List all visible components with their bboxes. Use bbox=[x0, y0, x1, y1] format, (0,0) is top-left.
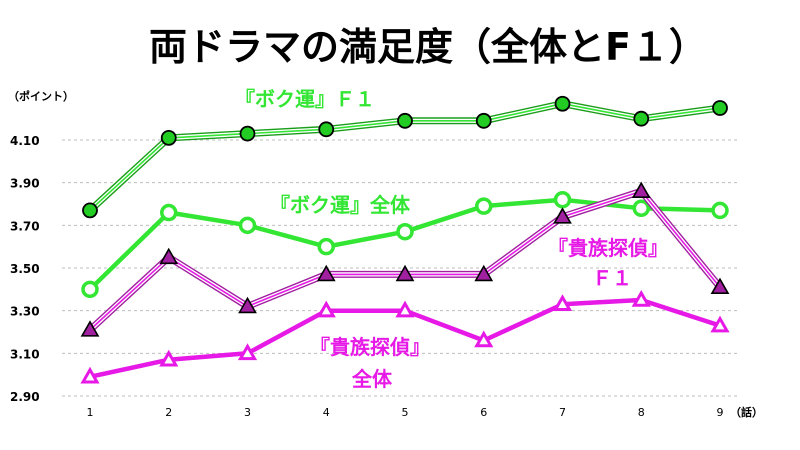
data-point bbox=[632, 199, 650, 218]
data-point bbox=[552, 294, 573, 312]
data-point bbox=[475, 197, 493, 215]
data-point bbox=[710, 277, 730, 295]
data-point bbox=[631, 289, 651, 307]
y-axis-ticks: 2.90 3.10 3.30 3.50 3.70 3.90 4.10 bbox=[10, 134, 40, 404]
y-axis-unit-label: （ポイント） bbox=[8, 89, 74, 103]
chart-title: 両ドラマの満足度（全体とF１） bbox=[149, 25, 707, 69]
data-point bbox=[80, 366, 100, 384]
x-tick-label: 7 bbox=[559, 406, 566, 419]
x-tick-label: 2 bbox=[165, 406, 172, 419]
data-point bbox=[82, 202, 98, 219]
x-axis-unit-label: （話） bbox=[730, 405, 763, 419]
y-tick-label: 4.10 bbox=[10, 134, 40, 148]
series-label: 全体 bbox=[351, 367, 393, 391]
data-point bbox=[712, 100, 728, 116]
y-tick-label: 2.90 bbox=[10, 390, 40, 404]
data-point bbox=[160, 203, 178, 222]
series-3 bbox=[80, 181, 730, 337]
gridlines bbox=[62, 139, 740, 397]
series-group bbox=[80, 95, 730, 384]
data-point bbox=[553, 207, 572, 224]
data-point bbox=[633, 110, 650, 127]
x-tick-label: 5 bbox=[402, 406, 409, 419]
x-tick-label: 4 bbox=[323, 406, 330, 419]
x-tick-label: 9 bbox=[717, 406, 724, 419]
series-1 bbox=[82, 95, 728, 219]
data-point bbox=[474, 330, 494, 348]
y-tick-label: 3.10 bbox=[10, 347, 40, 361]
data-point bbox=[80, 320, 100, 337]
x-axis-ticks: 1 2 3 4 5 6 7 8 9 bbox=[87, 406, 724, 419]
data-point bbox=[631, 181, 651, 198]
x-tick-label: 1 bbox=[87, 406, 94, 419]
x-tick-label: 8 bbox=[638, 406, 645, 419]
data-point bbox=[710, 315, 730, 333]
y-tick-label: 3.90 bbox=[10, 177, 40, 191]
data-point bbox=[711, 201, 729, 220]
series-labels: 『ボク運』Ｆ１『ボク運』全体『貴族探偵』Ｆ１『貴族探偵』全体 bbox=[235, 87, 668, 391]
data-point bbox=[159, 349, 179, 367]
data-point bbox=[395, 300, 415, 318]
series-label: Ｆ１ bbox=[592, 266, 632, 290]
series-label: 『ボク運』Ｆ１ bbox=[235, 87, 375, 111]
data-point bbox=[239, 125, 256, 142]
y-tick-label: 3.30 bbox=[10, 305, 40, 319]
series-label: 『貴族探偵』 bbox=[310, 335, 430, 359]
data-point bbox=[474, 264, 494, 282]
data-point bbox=[160, 129, 177, 146]
data-point bbox=[396, 222, 414, 241]
data-point bbox=[395, 264, 415, 282]
y-tick-label: 3.50 bbox=[10, 262, 40, 276]
data-point bbox=[238, 296, 257, 314]
series-2 bbox=[81, 190, 729, 299]
data-point bbox=[317, 237, 335, 256]
data-point bbox=[237, 343, 258, 361]
data-point bbox=[316, 300, 336, 318]
data-point bbox=[238, 216, 257, 235]
data-point bbox=[475, 112, 492, 129]
series-label: 『ボク運』全体 bbox=[270, 193, 411, 217]
data-point bbox=[397, 112, 413, 129]
data-point bbox=[316, 264, 336, 282]
data-point bbox=[554, 95, 571, 112]
x-tick-label: 6 bbox=[480, 406, 487, 419]
series-label: 『貴族探偵』 bbox=[548, 236, 668, 260]
data-point bbox=[318, 121, 335, 138]
series-4 bbox=[80, 289, 730, 384]
data-point bbox=[81, 280, 99, 299]
y-tick-label: 3.70 bbox=[10, 219, 40, 233]
data-point bbox=[159, 247, 179, 265]
x-tick-label: 3 bbox=[244, 406, 251, 419]
data-point bbox=[553, 190, 572, 209]
